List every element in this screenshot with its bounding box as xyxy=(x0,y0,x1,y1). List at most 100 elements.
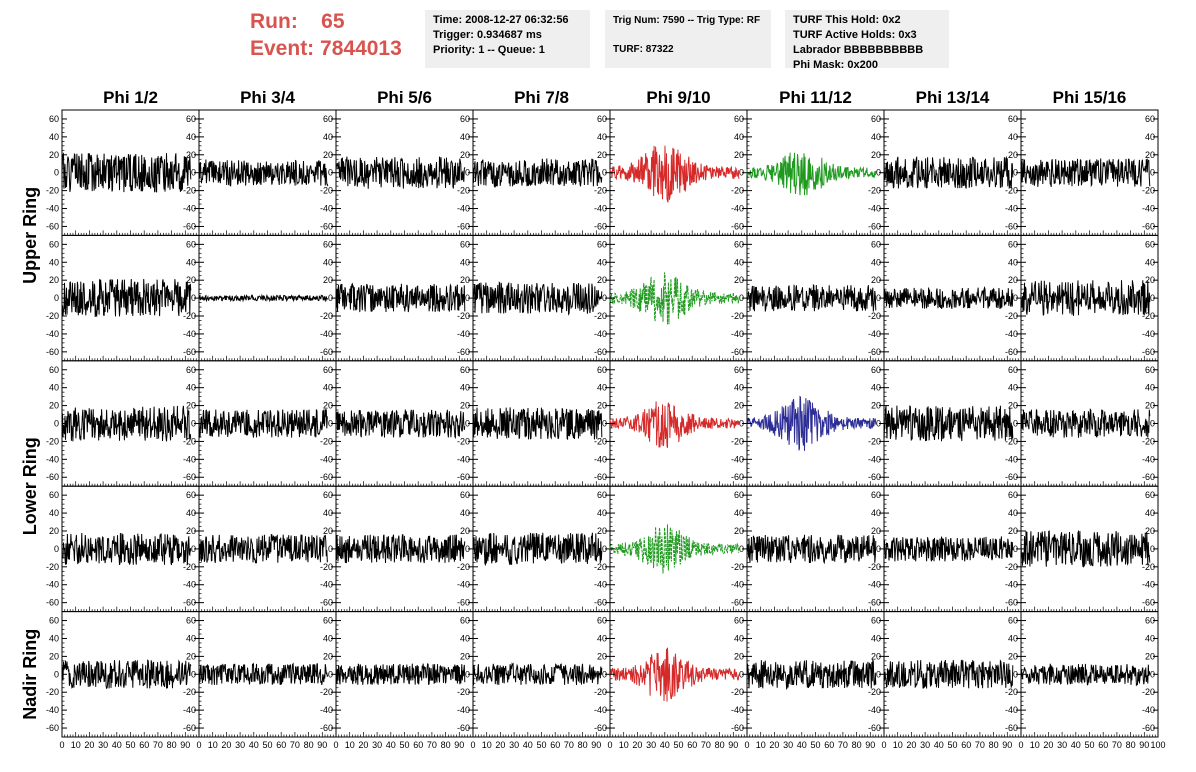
y-tick-label: 60 xyxy=(734,616,744,626)
y-tick-label: -60 xyxy=(1005,598,1018,608)
x-tick-label: 50 xyxy=(125,740,135,750)
y-tick-label: 60 xyxy=(323,365,333,375)
y-tick-label: -40 xyxy=(731,705,744,715)
y-tick-label: 20 xyxy=(186,401,196,411)
waveform-trace xyxy=(198,293,328,303)
y-tick-label: 40 xyxy=(1145,257,1155,267)
y-tick-label: -60 xyxy=(183,221,196,231)
y-tick-label: 40 xyxy=(1145,383,1155,393)
y-tick-label: 60 xyxy=(460,490,470,500)
y-tick-label: 60 xyxy=(323,490,333,500)
y-tick-label: 20 xyxy=(49,401,59,411)
waveform-trace xyxy=(609,272,740,325)
x-tick-label: 80 xyxy=(304,740,314,750)
y-tick-label: -60 xyxy=(1142,598,1155,608)
y-tick-label: 40 xyxy=(871,508,881,518)
y-tick-label: -20 xyxy=(594,311,607,321)
x-tick-label: 40 xyxy=(523,740,533,750)
column-header-6: Phi 11/12 xyxy=(779,88,852,107)
y-tick-label: 40 xyxy=(323,132,333,142)
run-value: 65 xyxy=(321,10,345,33)
y-tick-label: -20 xyxy=(457,311,470,321)
y-tick-label: -60 xyxy=(594,723,607,733)
y-tick-label: 0 xyxy=(1150,168,1155,178)
waveform-trace xyxy=(472,158,603,189)
y-tick-label: 0 xyxy=(328,669,333,679)
y-tick-label: -20 xyxy=(320,436,333,446)
x-tick-label: 50 xyxy=(947,740,957,750)
y-tick-label: -40 xyxy=(46,580,59,590)
y-tick-label: 40 xyxy=(186,132,196,142)
y-tick-label: 0 xyxy=(465,419,470,429)
y-tick-label: 40 xyxy=(460,508,470,518)
y-tick-label: -40 xyxy=(1005,580,1018,590)
y-tick-label: -20 xyxy=(457,436,470,446)
y-tick-label: 40 xyxy=(49,383,59,393)
y-tick-label: -20 xyxy=(594,186,607,196)
y-tick-label: 0 xyxy=(54,293,59,303)
y-tick-label: -20 xyxy=(46,186,59,196)
waveform-trace xyxy=(883,536,1014,562)
y-tick-label: 40 xyxy=(1145,633,1155,643)
y-tick-label: -20 xyxy=(1005,687,1018,697)
y-tick-label: -60 xyxy=(320,723,333,733)
y-tick-label: -40 xyxy=(868,204,881,214)
y-tick-label: 40 xyxy=(1008,257,1018,267)
y-tick-label: -20 xyxy=(868,687,881,697)
y-tick-label: 0 xyxy=(602,168,607,178)
y-tick-label: 60 xyxy=(1145,490,1155,500)
y-tick-label: -60 xyxy=(868,598,881,608)
waveform-trace xyxy=(609,524,740,574)
y-tick-label: -40 xyxy=(1005,204,1018,214)
y-tick-label: -60 xyxy=(731,221,744,231)
y-tick-label: -40 xyxy=(868,580,881,590)
y-tick-label: -60 xyxy=(868,347,881,357)
y-tick-label: 20 xyxy=(1145,150,1155,160)
x-tick-label: 40 xyxy=(386,740,396,750)
time-text: Time: 2008-12-27 06:32:56 xyxy=(433,14,569,26)
x-tick-label: 10 xyxy=(893,740,903,750)
y-tick-label: -60 xyxy=(46,347,59,357)
y-tick-label: 0 xyxy=(191,168,196,178)
y-tick-label: -20 xyxy=(457,687,470,697)
panel-r3-c8: -60 -40 -20 0 20 40 60 xyxy=(1020,360,1159,487)
x-tick-label: 60 xyxy=(1098,740,1108,750)
x-tick-label: 60 xyxy=(413,740,423,750)
y-tick-label: 40 xyxy=(49,508,59,518)
x-tick-label: 10 xyxy=(756,740,766,750)
y-tick-label: 40 xyxy=(49,633,59,643)
y-tick-label: 0 xyxy=(54,419,59,429)
panel-r1-c4: -60 -40 -20 0 20 40 60 xyxy=(472,109,611,236)
x-tick-label: 20 xyxy=(769,740,779,750)
x-tick-label: 0 xyxy=(333,740,338,750)
phi-mask-text: Phi Mask: 0x200 xyxy=(793,59,878,71)
x-tick-label: 70 xyxy=(427,740,437,750)
y-tick-label: 0 xyxy=(739,544,744,554)
turf-text: TURF: 87322 xyxy=(613,44,674,55)
y-tick-label: 20 xyxy=(460,526,470,536)
y-tick-label: -60 xyxy=(1142,347,1155,357)
y-tick-label: 40 xyxy=(871,257,881,267)
waveform-trace xyxy=(883,155,1014,189)
x-tick-label: 50 xyxy=(1084,740,1094,750)
x-tick-label: 20 xyxy=(906,740,916,750)
y-tick-label: 40 xyxy=(460,383,470,393)
panel-r3-c4: -60 -40 -20 0 20 40 60 xyxy=(472,360,611,487)
waveform-trace xyxy=(61,405,192,442)
y-tick-label: 60 xyxy=(871,616,881,626)
y-tick-label: 0 xyxy=(465,168,470,178)
y-tick-label: 0 xyxy=(739,293,744,303)
y-tick-label: 20 xyxy=(1145,275,1155,285)
y-tick-label: 0 xyxy=(876,544,881,554)
waveform-trace xyxy=(61,152,192,193)
run-event-header: Run: 65 Event: 7844013 xyxy=(250,8,402,62)
y-tick-label: -60 xyxy=(1142,221,1155,231)
y-tick-label: 0 xyxy=(1013,669,1018,679)
y-tick-label: -40 xyxy=(320,454,333,464)
y-tick-label: -60 xyxy=(1005,221,1018,231)
x-tick-label: 60 xyxy=(824,740,834,750)
panel-r2-c1: -60 -60 -40 -40 -20 -20 0 0 20 20 40 40 60 60 xyxy=(46,234,200,362)
panel-r4-c2: -60 -40 -20 0 20 40 60 xyxy=(198,485,337,613)
x-tick-label: 70 xyxy=(564,740,574,750)
y-tick-label: 0 xyxy=(1013,168,1018,178)
